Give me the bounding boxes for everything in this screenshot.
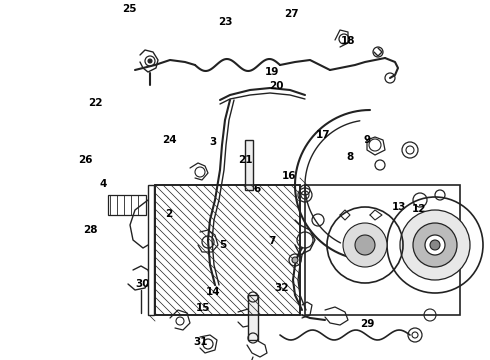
- Bar: [155, 185, 300, 315]
- Text: 26: 26: [78, 155, 93, 165]
- Text: 17: 17: [316, 130, 331, 140]
- Text: 13: 13: [392, 202, 407, 212]
- Text: 28: 28: [83, 225, 98, 235]
- Text: 32: 32: [274, 283, 289, 293]
- Text: 7: 7: [268, 236, 276, 246]
- Text: 22: 22: [88, 98, 103, 108]
- Text: 14: 14: [206, 287, 220, 297]
- Circle shape: [413, 223, 457, 267]
- Text: 25: 25: [122, 4, 137, 14]
- Bar: [148, 185, 154, 315]
- Text: 16: 16: [282, 171, 296, 181]
- Circle shape: [148, 59, 152, 63]
- Circle shape: [430, 240, 440, 250]
- Circle shape: [355, 235, 375, 255]
- Text: 11: 11: [407, 224, 421, 234]
- Bar: [305, 185, 460, 315]
- Text: 27: 27: [284, 9, 299, 19]
- Text: 2: 2: [166, 209, 172, 219]
- Bar: [248, 295, 258, 340]
- Text: 10: 10: [358, 247, 372, 257]
- Text: 19: 19: [265, 67, 279, 77]
- Text: 3: 3: [210, 137, 217, 147]
- Text: 15: 15: [196, 303, 211, 313]
- Text: 4: 4: [99, 179, 107, 189]
- Text: 31: 31: [194, 337, 208, 347]
- Circle shape: [400, 210, 470, 280]
- Text: 23: 23: [218, 17, 233, 27]
- Text: 6: 6: [254, 184, 261, 194]
- Circle shape: [343, 223, 387, 267]
- Text: 8: 8: [347, 152, 354, 162]
- Bar: [108, 195, 146, 215]
- Text: 5: 5: [220, 240, 226, 250]
- Text: 12: 12: [412, 204, 426, 214]
- Bar: [155, 185, 300, 315]
- Circle shape: [425, 235, 445, 255]
- Text: 24: 24: [162, 135, 176, 145]
- Bar: [245, 140, 253, 190]
- Text: 20: 20: [270, 81, 284, 91]
- Circle shape: [292, 257, 298, 263]
- Text: 30: 30: [135, 279, 149, 289]
- Text: 29: 29: [360, 319, 375, 329]
- Text: 9: 9: [364, 135, 371, 145]
- Text: 21: 21: [238, 155, 252, 165]
- Text: 18: 18: [341, 36, 355, 46]
